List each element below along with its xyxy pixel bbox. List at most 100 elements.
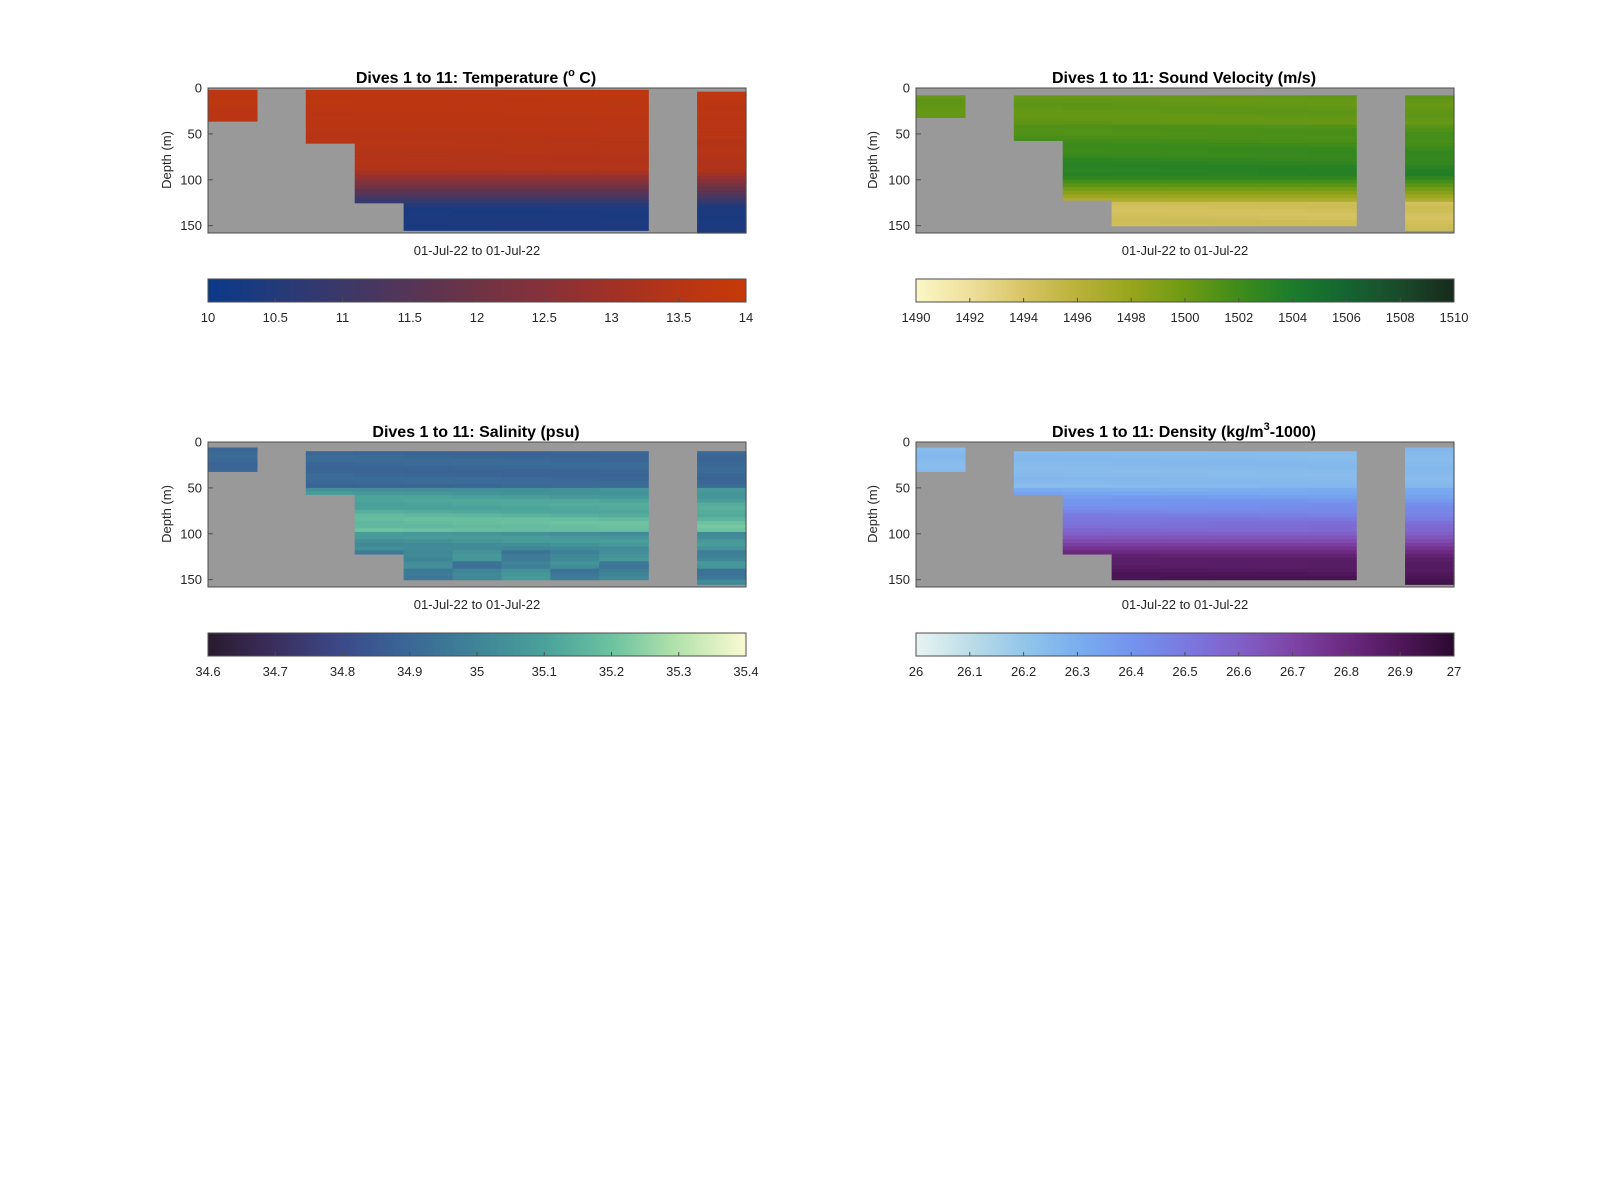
depth-cell [1062,194,1113,199]
depth-cell [1160,520,1211,526]
dive-profile [697,91,747,234]
depth-cell [452,89,503,95]
depth-cell [354,458,405,463]
depth-cell [452,498,503,504]
depth-cell [501,476,551,482]
depth-cell [697,465,747,471]
depth-cell [354,454,405,460]
depth-cell [1405,110,1455,115]
depth-cell [550,487,600,493]
depth-cell [1160,561,1211,566]
depth-cell [1209,99,1259,104]
depth-cell [1160,506,1211,511]
depth-cell [1160,198,1211,203]
depth-cell [550,528,600,533]
depth-cell [501,218,551,223]
depth-cell [501,229,551,231]
depth-cell [1258,480,1308,485]
depth-cell [452,155,503,161]
panel-title: Dives 1 to 11: Salinity (psu) [372,424,579,441]
depth-cell [501,210,551,216]
depth-cell [501,203,551,208]
depth-cell [403,498,454,504]
depth-cell [599,141,649,146]
depth-cell [354,122,405,128]
depth-cell [501,166,551,172]
depth-cell [501,531,551,537]
depth-cell [599,137,649,142]
depth-cell [1160,146,1211,151]
depth-cell [1160,183,1211,188]
depth-cell [501,564,551,570]
depth-cell [1405,176,1455,181]
panel-title: Dives 1 to 11: Temperature (o C) [356,67,596,87]
depth-cell [1209,187,1259,192]
depth-cell [354,484,405,489]
depth-cell [305,454,356,460]
depth-cell [1405,216,1455,221]
depth-cell [1111,183,1162,188]
depth-cell [1209,150,1259,155]
depth-cell [501,572,551,577]
depth-cell [452,229,503,231]
depth-cell [1209,205,1259,210]
depth-cell [1258,568,1308,573]
depth-cell [403,104,454,109]
depth-cell [1307,223,1357,227]
depth-cell [1405,528,1455,533]
depth-cell [1111,209,1162,214]
colorbar-tick-label: 1494 [1009,310,1038,325]
depth-cell [1111,550,1162,555]
depth-cell [1405,209,1455,214]
dive-profile [1258,95,1308,227]
depth-cell [501,89,551,95]
depth-cell [599,196,649,201]
depth-cell [1111,176,1162,181]
depth-cell [1111,528,1162,533]
y-axis-label: Depth (m) [159,131,174,189]
depth-cell [599,159,649,164]
x-axis-label: 01-Jul-22 to 01-Jul-22 [1122,597,1248,612]
depth-cell [1307,465,1357,471]
depth-cell [1209,462,1259,467]
depth-cell [1307,187,1357,192]
depth-cell [697,561,747,566]
depth-cell [501,93,551,98]
depth-cell [697,132,747,137]
depth-cell [1209,469,1259,474]
depth-cell [354,115,405,120]
depth-cell [1013,476,1064,482]
depth-cell [1062,179,1113,185]
y-axis-label: Depth (m) [159,485,174,543]
depth-cell [1111,154,1162,159]
depth-cell [354,550,405,555]
depth-cell [403,111,454,117]
depth-cell [354,462,405,467]
depth-cell [550,210,600,216]
depth-cell [599,502,649,507]
depth-cell [697,539,747,544]
depth-cell [697,550,747,555]
depth-cell [1405,531,1455,537]
depth-cell [1062,165,1113,170]
depth-cell [354,528,405,533]
depth-cell [697,495,747,500]
depth-cell [1405,484,1455,489]
depth-cell [1405,447,1455,452]
depth-cell [452,126,503,131]
depth-cell [1160,143,1211,148]
depth-cell [1258,143,1308,148]
depth-cell [452,458,503,463]
depth-cell [599,203,649,208]
depth-cell [452,207,503,212]
depth-cell [501,462,551,467]
depth-cell [1209,143,1259,148]
depth-cell [1307,550,1357,555]
depth-cell [599,465,649,471]
depth-cell [208,454,258,460]
depth-cell [1258,495,1308,500]
panel-title: Dives 1 to 11: Density (kg/m3-1000) [1052,421,1316,441]
depth-cell [599,495,649,500]
dive-profile [1209,451,1259,581]
depth-cell [1307,553,1357,559]
